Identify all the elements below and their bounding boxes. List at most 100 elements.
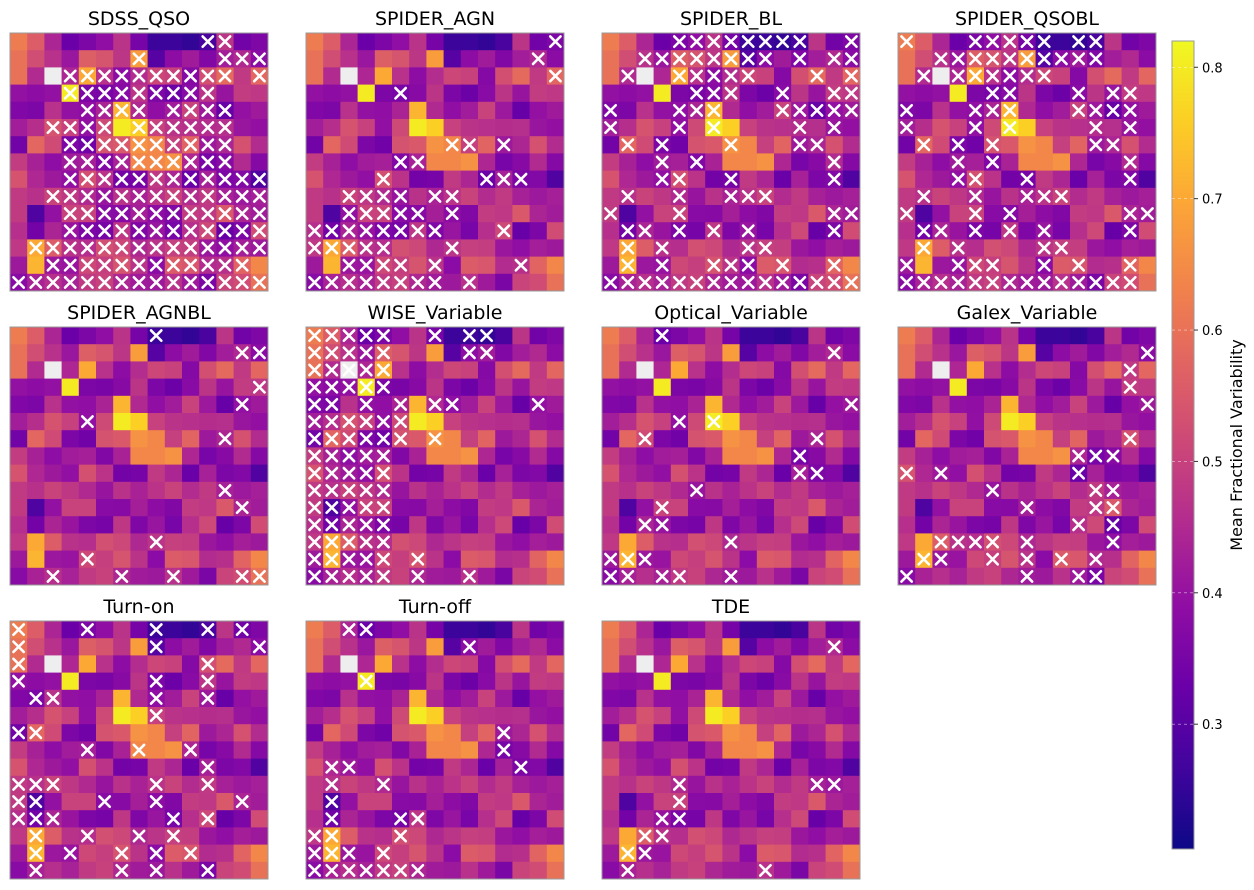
cross-marker xyxy=(80,103,94,117)
heatmap-cell xyxy=(495,187,513,206)
cross-marker xyxy=(80,415,94,429)
cross-marker xyxy=(80,121,94,135)
cross-stroke xyxy=(1037,241,1051,255)
heatmap-cell xyxy=(688,239,706,258)
heatmap-cell xyxy=(1018,344,1037,362)
heatmap-cell xyxy=(619,827,637,846)
heatmap-cell xyxy=(722,119,741,137)
heatmap-cell xyxy=(1018,378,1037,397)
heatmap-cell xyxy=(774,707,792,725)
heatmap-cell xyxy=(323,638,341,656)
heatmap-cell xyxy=(602,655,620,674)
cross-stroke xyxy=(166,241,180,255)
heatmap-cell xyxy=(546,205,565,223)
heatmap-cell xyxy=(529,413,548,431)
cross-stroke xyxy=(98,121,112,135)
cross-stroke xyxy=(115,207,129,221)
cross-stroke xyxy=(1123,121,1137,135)
heatmap-cell xyxy=(164,724,183,742)
cross-marker xyxy=(149,207,163,221)
cross-marker xyxy=(132,207,146,221)
heatmap-cell xyxy=(739,567,758,586)
panel-frame xyxy=(601,32,861,292)
cross-marker xyxy=(793,35,807,49)
cross-stroke xyxy=(394,863,408,877)
heatmap-cell xyxy=(825,533,844,552)
cross-stroke xyxy=(308,501,322,515)
cross-marker xyxy=(29,795,43,809)
heatmap-cell xyxy=(44,378,63,397)
cross-stroke xyxy=(672,35,686,49)
heatmap-cell xyxy=(1001,361,1019,380)
cross-stroke xyxy=(80,224,94,238)
heatmap-cell xyxy=(1138,516,1157,534)
heatmap-cell xyxy=(1087,205,1105,223)
cross-marker xyxy=(758,35,772,49)
heatmap-cell xyxy=(374,689,393,708)
heatmap-cell xyxy=(653,378,672,397)
heatmap-cell xyxy=(27,344,45,362)
heatmap-cell xyxy=(1104,67,1123,86)
heatmap-cell xyxy=(495,567,513,586)
heatmap-cell xyxy=(512,499,531,517)
cross-marker xyxy=(514,258,528,272)
cross-marker xyxy=(201,777,215,791)
cross-stroke xyxy=(63,189,77,203)
cross-stroke xyxy=(342,275,356,289)
heatmap-cell xyxy=(808,239,827,258)
heatmap-cell xyxy=(1087,361,1105,380)
heatmap-cell xyxy=(1052,499,1071,517)
cross-marker xyxy=(63,189,77,203)
heatmap-cell xyxy=(216,707,235,725)
cross-stroke xyxy=(394,86,408,100)
heatmap-cell xyxy=(426,550,445,569)
heatmap-cell xyxy=(113,621,131,639)
cross-stroke xyxy=(359,466,373,480)
cross-stroke xyxy=(951,155,965,169)
cross-marker xyxy=(308,466,322,480)
heatmap-cell xyxy=(44,395,63,414)
cross-stroke xyxy=(308,224,322,238)
cross-stroke xyxy=(1072,258,1086,272)
heatmap-cell xyxy=(409,395,427,414)
heatmap-cell xyxy=(1052,170,1071,189)
heatmap-cell xyxy=(495,413,513,431)
heatmap-panel: SPIDER_AGN xyxy=(305,8,565,292)
heatmap-cell xyxy=(1052,327,1071,345)
cross-stroke xyxy=(986,155,1000,169)
cross-stroke xyxy=(308,380,322,394)
cross-marker xyxy=(252,172,266,186)
heatmap-cell xyxy=(653,222,672,240)
cross-stroke xyxy=(166,275,180,289)
cross-stroke xyxy=(655,829,669,843)
cross-marker xyxy=(63,275,77,289)
cross-marker xyxy=(325,346,339,360)
heatmap-cell xyxy=(688,775,706,794)
heatmap-cell xyxy=(426,344,445,362)
cross-stroke xyxy=(1003,224,1017,238)
heatmap-cell xyxy=(705,844,723,863)
heatmap-cell xyxy=(113,775,131,794)
heatmap-cell xyxy=(546,222,565,240)
cross-stroke xyxy=(917,275,931,289)
cross-stroke xyxy=(325,846,339,860)
cross-marker xyxy=(325,501,339,515)
heatmap-cell xyxy=(130,378,149,397)
heatmap-cell xyxy=(460,256,479,275)
cross-stroke xyxy=(218,275,232,289)
heatmap-cell xyxy=(688,810,706,828)
cross-stroke xyxy=(445,207,459,221)
heatmap-cell xyxy=(705,481,723,500)
heatmap-cell xyxy=(722,741,741,760)
heatmap-cell xyxy=(774,170,792,189)
cross-marker xyxy=(342,329,356,343)
cross-stroke xyxy=(218,121,232,135)
heatmap-cell xyxy=(1035,84,1054,103)
cross-marker xyxy=(621,275,635,289)
heatmap-cell xyxy=(164,481,183,500)
cross-stroke xyxy=(655,812,669,826)
heatmap-cell xyxy=(842,861,861,880)
heatmap-cell xyxy=(653,638,672,656)
cross-stroke xyxy=(235,52,249,66)
heatmap-cell xyxy=(1121,413,1140,431)
